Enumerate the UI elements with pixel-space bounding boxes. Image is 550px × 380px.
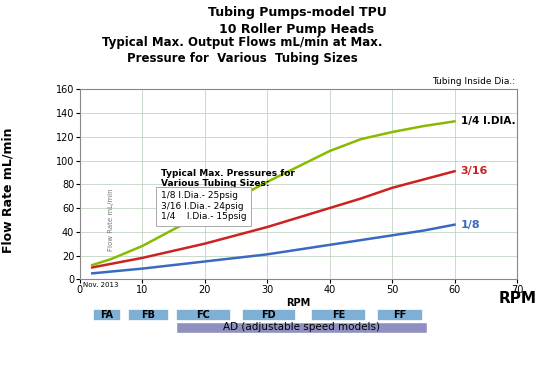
FancyBboxPatch shape: [377, 309, 423, 321]
FancyBboxPatch shape: [176, 309, 230, 321]
Text: Typical Max. Output Flows mL/min at Max.
Pressure for  Various  Tubing Sizes: Typical Max. Output Flows mL/min at Max.…: [102, 36, 382, 65]
FancyBboxPatch shape: [93, 309, 122, 321]
Text: 1/8: 1/8: [461, 220, 480, 230]
Text: FD: FD: [262, 310, 276, 320]
Text: FA: FA: [101, 310, 114, 320]
Text: Flow Rate mL/min: Flow Rate mL/min: [2, 127, 15, 253]
Text: Flow Rate mL/min: Flow Rate mL/min: [108, 188, 114, 251]
Text: Nov. 2013: Nov. 2013: [83, 282, 118, 288]
Text: FE: FE: [332, 310, 345, 320]
Text: FC: FC: [196, 310, 210, 320]
Text: 3/16: 3/16: [461, 166, 488, 176]
Text: AD (adjustable speed models): AD (adjustable speed models): [223, 322, 380, 332]
Text: Tubing Pumps-model TPU
10 Roller Pump Heads: Tubing Pumps-model TPU 10 Roller Pump He…: [208, 6, 386, 36]
Text: Typical Max. Pressures for
Various Tubing Sizes:: Typical Max. Pressures for Various Tubin…: [161, 169, 295, 188]
Text: FF: FF: [393, 310, 406, 320]
Text: 1/4 I.DIA.: 1/4 I.DIA.: [461, 116, 515, 127]
Text: RPM: RPM: [498, 291, 536, 306]
X-axis label: RPM: RPM: [286, 298, 311, 308]
Text: 1/8 I.Dia.- 25psig
3/16 I.Dia.- 24psig
1/4    I.Dia.- 15psig: 1/8 I.Dia.- 25psig 3/16 I.Dia.- 24psig 1…: [161, 192, 246, 221]
FancyBboxPatch shape: [241, 309, 296, 321]
FancyBboxPatch shape: [311, 309, 366, 321]
FancyBboxPatch shape: [128, 309, 169, 321]
FancyBboxPatch shape: [176, 322, 427, 332]
Text: Tubing Inside Dia.:: Tubing Inside Dia.:: [432, 76, 515, 86]
Text: FB: FB: [141, 310, 156, 320]
